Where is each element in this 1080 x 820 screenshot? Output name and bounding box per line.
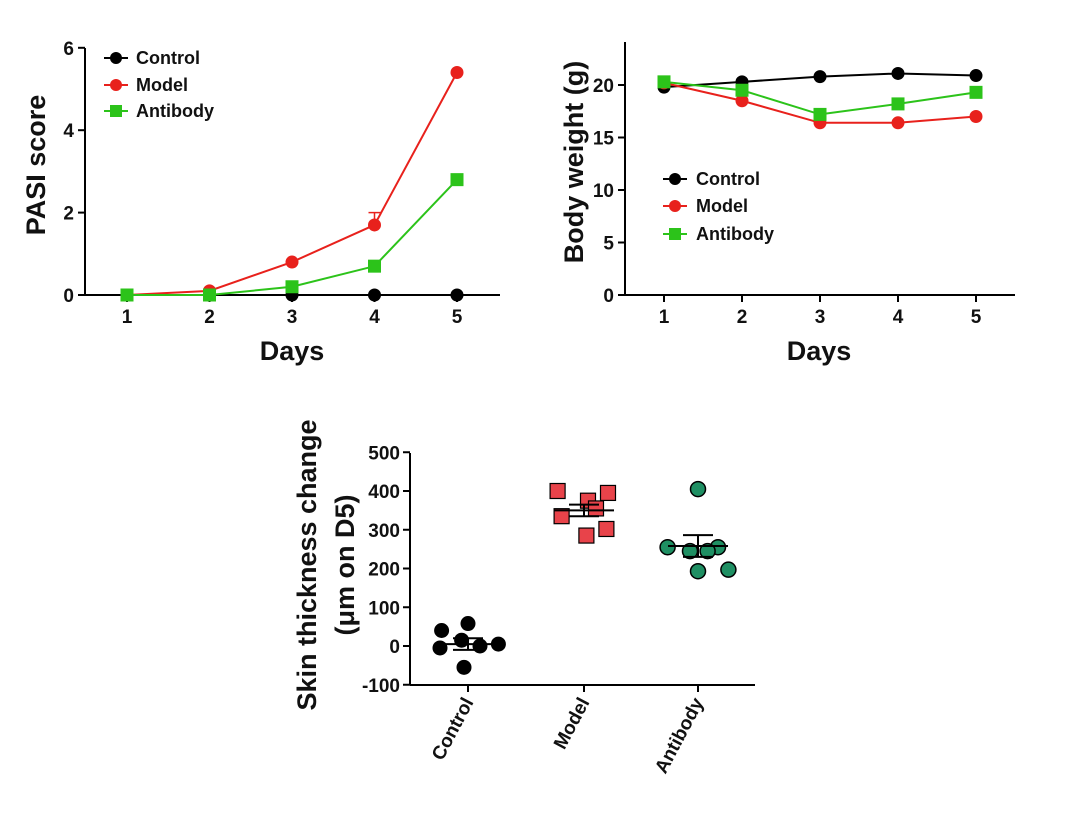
weight-antibody-point — [813, 107, 827, 121]
skin-y-axis-title-line1: Skin thickness change — [292, 419, 322, 710]
skin-control-point — [432, 640, 448, 656]
weight-legend-control-marker — [669, 173, 681, 185]
skin-control-point — [490, 636, 506, 652]
weight-antibody-point — [657, 75, 671, 89]
weight-antibody-point — [891, 97, 905, 111]
skin-antibody-point — [720, 561, 737, 578]
pasi-y-tick-label: 4 — [63, 121, 74, 142]
pasi-antibody-point — [285, 280, 299, 294]
pasi-y-tick-label: 6 — [63, 39, 74, 60]
weight-legend: Control Model Antibody — [663, 169, 774, 244]
pasi-antibody-point — [368, 259, 381, 273]
weight-y-tick-label: 20 — [593, 76, 614, 97]
skin-y-tick-label: 400 — [368, 482, 400, 503]
weight-control-point — [969, 69, 983, 83]
pasi-legend-model-marker — [110, 79, 122, 91]
skin-ticks: -100 0 100 200 300 400 500 Control Model Antibody — [362, 443, 709, 777]
skin-control-point — [456, 659, 472, 675]
pasi-legend: Control Model Antibody — [104, 48, 214, 121]
skin-y-tick-label: 0 — [389, 637, 400, 658]
pasi-score-chart: Days PASI score 1 2 3 4 5 0 2 4 6 Control Model … — [21, 39, 500, 366]
pasi-legend-control-label: Control — [136, 48, 200, 68]
pasi-x-tick-label: 3 — [287, 307, 298, 328]
pasi-legend-antibody-label: Antibody — [136, 101, 214, 121]
weight-model-point — [969, 110, 983, 123]
weight-model-point — [891, 116, 905, 130]
weight-y-tick-label: 15 — [593, 129, 615, 150]
skin-model-point — [578, 527, 595, 544]
pasi-x-tick-label: 2 — [204, 307, 215, 328]
skin-model-point — [587, 500, 605, 517]
pasi-x-tick-label: 5 — [452, 307, 463, 328]
pasi-model-point — [285, 255, 299, 269]
weight-ticks: 1 2 3 4 5 0 5 10 15 20 — [593, 76, 982, 328]
weight-x-axis-title: Days — [787, 336, 852, 366]
weight-x-tick-label: 5 — [971, 307, 982, 328]
weight-y-tick-label: 5 — [603, 234, 614, 255]
pasi-model-point — [368, 218, 381, 232]
pasi-model-point — [450, 66, 464, 80]
weight-x-tick-label: 2 — [737, 307, 748, 328]
weight-control-point — [813, 70, 827, 84]
pasi-x-axis-title: Days — [260, 336, 325, 366]
skin-antibody-point — [689, 562, 707, 580]
pasi-legend-control-marker — [110, 52, 122, 64]
skin-model-point — [599, 484, 617, 502]
skin-thickness-chart: Skin thickness change (μm on D5) -100 0 10… — [292, 419, 755, 777]
skin-x-tick-label-antibody: Antibody — [651, 694, 708, 777]
pasi-control-point — [368, 288, 381, 302]
pasi-legend-antibody-marker — [110, 105, 122, 117]
skin-model-point — [549, 482, 566, 500]
skin-antibody-point — [699, 542, 716, 560]
skin-points — [432, 480, 737, 675]
body-weight-chart: Days Body weight (g) 1 2 3 4 5 0 5 10 15 20 Contr… — [559, 42, 1015, 366]
skin-y-tick-label: 500 — [368, 443, 400, 464]
weight-y-tick-label: 0 — [603, 286, 614, 307]
pasi-legend-model-label: Model — [136, 75, 188, 95]
weight-legend-model-marker — [669, 200, 681, 212]
pasi-ticks: 1 2 3 4 5 0 2 4 6 — [63, 39, 462, 328]
skin-antibody-point — [689, 480, 707, 498]
weight-x-tick-label: 4 — [893, 307, 904, 328]
weight-legend-control-label: Control — [696, 169, 760, 189]
skin-y-axis-title-line2: (μm on D5) — [330, 494, 360, 635]
pasi-antibody-point — [203, 288, 216, 302]
weight-series — [657, 66, 983, 130]
skin-y-tick-label: -100 — [362, 676, 400, 697]
weight-antibody-point — [735, 83, 749, 97]
weight-y-tick-label: 10 — [593, 181, 614, 202]
pasi-control-point — [450, 288, 464, 302]
skin-y-tick-label: 100 — [368, 598, 400, 619]
pasi-x-tick-label: 1 — [122, 307, 133, 328]
skin-control-point — [454, 632, 470, 648]
skin-antibody-point — [659, 538, 676, 556]
pasi-y-axis-title: PASI score — [21, 95, 51, 236]
weight-y-axis-title: Body weight (g) — [559, 61, 589, 263]
weight-antibody-point — [969, 85, 983, 99]
weight-control-point — [891, 66, 905, 80]
pasi-antibody-point — [120, 288, 134, 302]
weight-legend-antibody-marker — [669, 228, 681, 240]
skin-model-point — [598, 520, 615, 538]
weight-model-point — [735, 94, 749, 108]
pasi-y-tick-label: 2 — [63, 204, 74, 225]
skin-control-point — [460, 616, 476, 632]
pasi-antibody-line — [127, 178, 458, 296]
pasi-series — [120, 66, 464, 302]
skin-x-tick-label-model: Model — [550, 694, 594, 752]
weight-legend-antibody-label: Antibody — [696, 224, 774, 244]
skin-y-tick-label: 200 — [368, 560, 400, 581]
pasi-y-tick-label: 0 — [63, 286, 74, 307]
weight-legend-model-label: Model — [696, 196, 748, 216]
pasi-antibody-point — [450, 173, 464, 187]
skin-y-tick-label: 300 — [368, 521, 400, 542]
weight-x-tick-label: 3 — [815, 307, 826, 328]
weight-x-tick-label: 1 — [659, 307, 670, 328]
skin-control-point — [472, 638, 488, 654]
pasi-x-tick-label: 4 — [369, 307, 380, 328]
skin-y-axis-title: Skin thickness change (μm on D5) — [292, 419, 360, 710]
skin-control-point — [434, 623, 450, 638]
skin-x-tick-label-control: Control — [428, 694, 478, 763]
